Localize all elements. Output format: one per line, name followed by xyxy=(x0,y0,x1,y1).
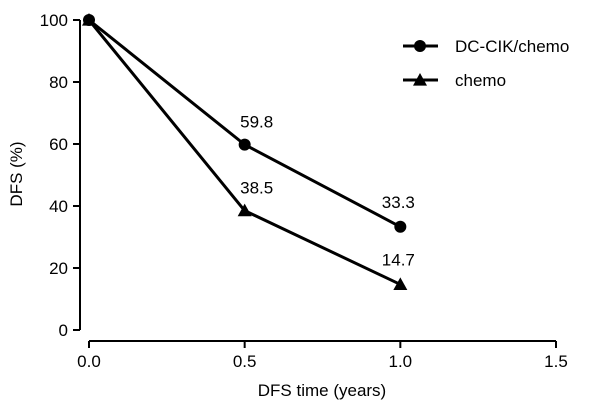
markers xyxy=(82,13,408,291)
y-tick-label: 100 xyxy=(40,11,68,30)
data-label: 38.5 xyxy=(240,179,273,198)
data-label: 14.7 xyxy=(382,250,415,269)
data-point-triangle xyxy=(393,277,408,291)
data-point-triangle xyxy=(237,203,252,217)
x-axis-title: DFS time (years) xyxy=(258,381,386,400)
x-tick-label: 0.5 xyxy=(233,352,257,371)
data-label: 59.8 xyxy=(240,113,273,132)
data-label: 33.3 xyxy=(382,193,415,212)
x-tick-label: 1.0 xyxy=(389,352,413,371)
legend: DC-CIK/chemo chemo xyxy=(403,37,569,90)
y-tick-label: 60 xyxy=(49,135,68,154)
series-lines xyxy=(87,18,402,286)
data-point-triangle xyxy=(82,13,96,26)
y-axis-title: DFS (%) xyxy=(7,141,26,206)
series-line-chemo xyxy=(87,19,401,286)
legend-label: chemo xyxy=(455,71,506,90)
legend-marker-circle xyxy=(414,40,426,52)
y-tick-label: 80 xyxy=(49,73,68,92)
y-tick-label: 20 xyxy=(49,259,68,278)
x-tick-label: 0.0 xyxy=(77,352,101,371)
x-tick-label: 1.5 xyxy=(544,352,568,371)
data-labels: 59.8 33.3 38.5 14.7 xyxy=(240,113,415,270)
y-tick-label: 0 xyxy=(59,321,68,340)
data-point-circle xyxy=(238,138,251,151)
y-tick-label: 40 xyxy=(49,197,68,216)
data-point-circle xyxy=(394,220,407,233)
legend-label: DC-CIK/chemo xyxy=(455,37,569,56)
legend-marker-triangle xyxy=(413,73,427,86)
axes xyxy=(79,20,556,342)
ticks: 0 20 40 60 80 100 0.0 0.5 1.0 1.5 xyxy=(40,11,568,371)
